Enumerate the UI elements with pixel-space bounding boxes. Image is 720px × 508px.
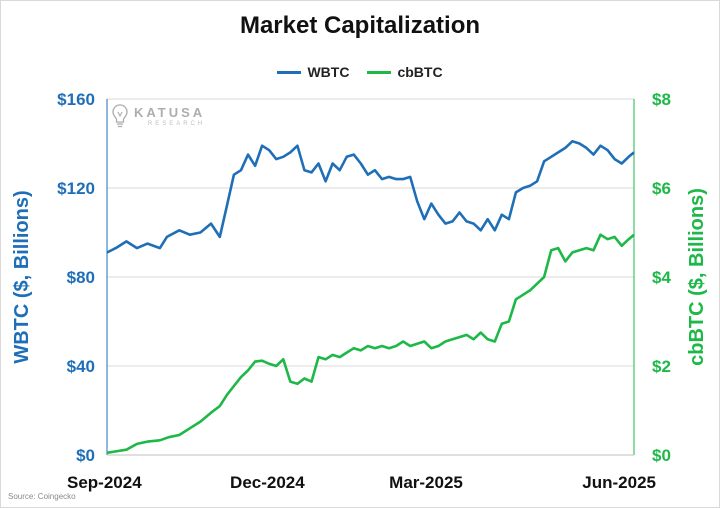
legend-label-cbbtc: cbBTC xyxy=(397,64,443,80)
chart-title: Market Capitalization xyxy=(239,12,481,39)
legend-label-wbtc: WBTC xyxy=(307,64,350,80)
y-right-tick-label: $8 xyxy=(652,90,671,109)
legend-swatch-wbtc xyxy=(277,70,302,74)
y-right-tick-label: $6 xyxy=(652,179,671,198)
lightbulb-icon xyxy=(112,104,128,128)
y-right-tick-label: $2 xyxy=(652,357,671,376)
series-line-cbbtc xyxy=(106,233,635,455)
series-line-wbtc xyxy=(106,140,635,254)
y-right-axis-title: cbBTC ($, Billions) xyxy=(686,188,708,366)
chart-legend: WBTC cbBTC xyxy=(0,64,720,80)
y-left-tick-label: $160 xyxy=(57,90,95,109)
x-tick-label: Sep-2024 xyxy=(67,473,142,492)
source-note: Source: Coingecko xyxy=(8,492,76,501)
y-left-tick-label: $120 xyxy=(57,179,95,198)
y-left-tick-label: $0 xyxy=(76,446,95,465)
x-tick-label: Jun-2025 xyxy=(582,473,656,492)
y-left-axis-title: WBTC ($, Billions) xyxy=(11,190,33,363)
legend-item-wbtc: WBTC xyxy=(277,64,349,80)
logo-sub: RESEARCH xyxy=(147,120,206,127)
legend-item-cbbtc: cbBTC xyxy=(367,64,443,80)
legend-swatch-cbbtc xyxy=(367,70,392,74)
logo-name: KATUSA xyxy=(134,104,206,120)
x-tick-label: Dec-2024 xyxy=(230,473,305,492)
y-right-tick-label: $4 xyxy=(652,268,671,287)
y-right-tick-label: $0 xyxy=(652,446,671,465)
y-left-tick-label: $40 xyxy=(67,357,95,376)
y-left-tick-label: $80 xyxy=(67,268,95,287)
x-tick-label: Mar-2025 xyxy=(389,473,463,492)
katusa-logo: KATUSA RESEARCH xyxy=(112,104,205,128)
